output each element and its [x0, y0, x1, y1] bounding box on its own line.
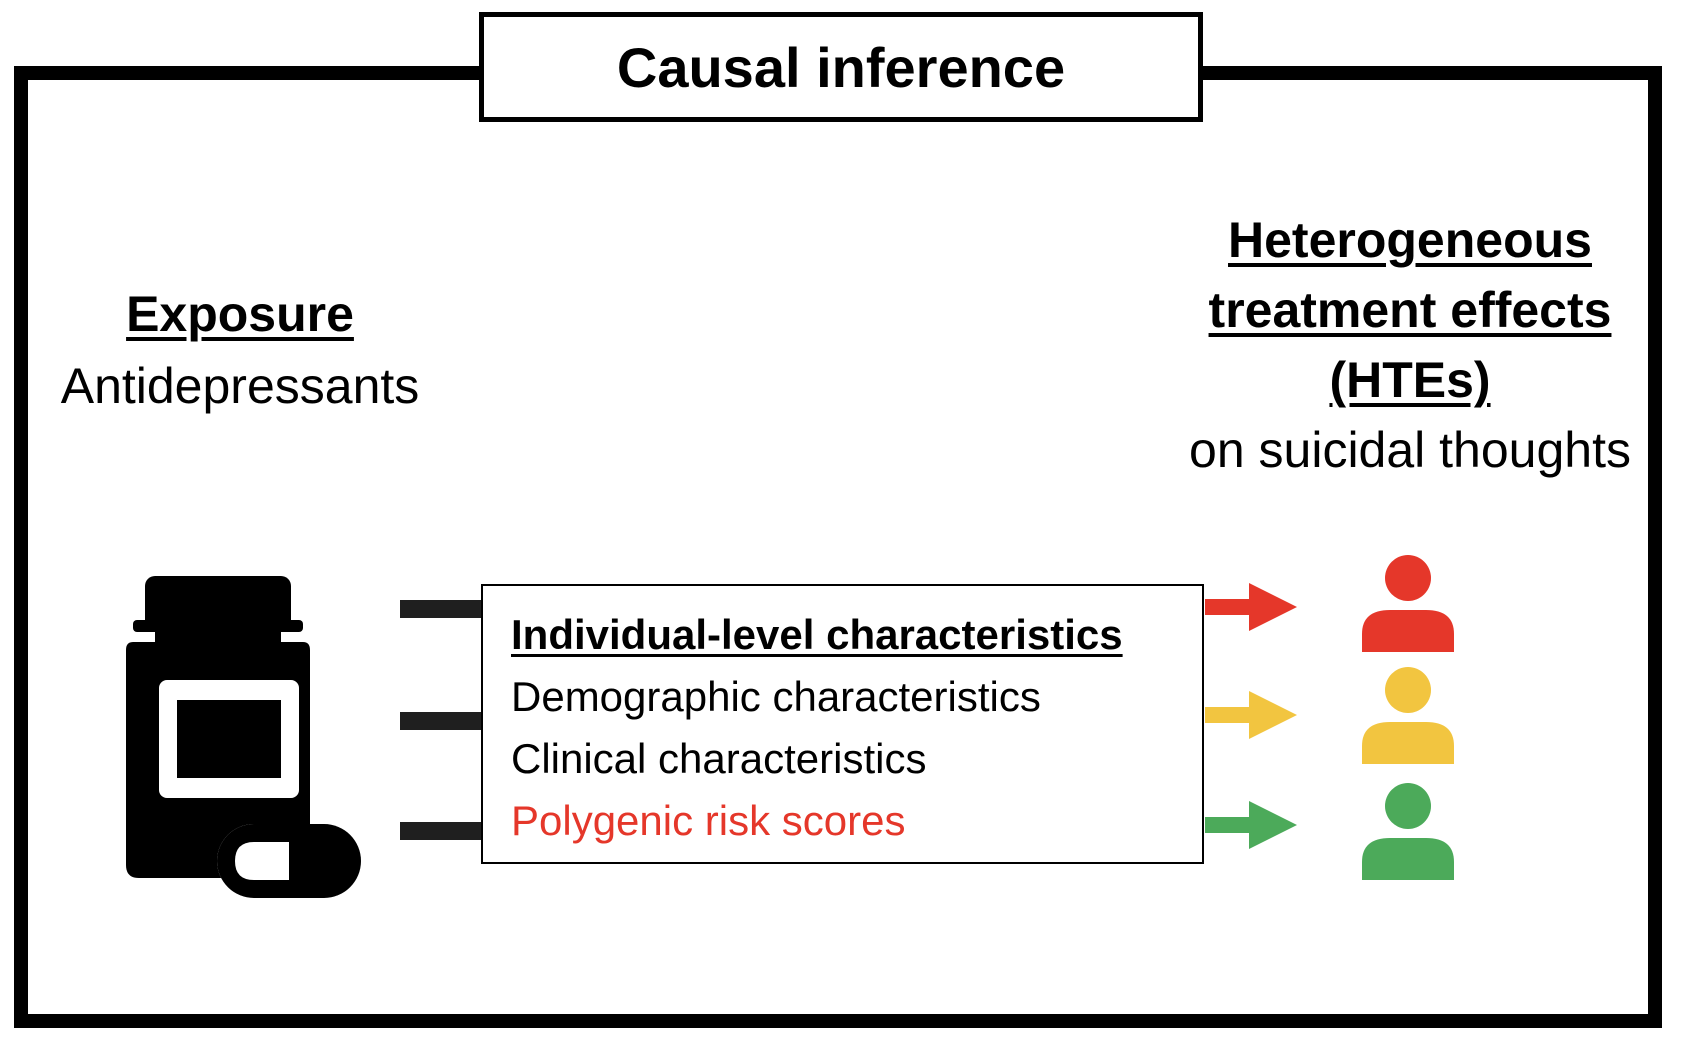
connector-line-1: [400, 600, 484, 618]
characteristics-heading: Individual-level characteristics: [511, 611, 1123, 658]
medicine-bottle-icon: [126, 576, 361, 898]
connector-line-3: [400, 822, 484, 840]
outcome-block: Heterogeneous treatment effects (HTEs) o…: [1150, 205, 1670, 485]
diagram-title: Causal inference: [616, 35, 1066, 99]
diagram-frame: [14, 66, 1662, 1028]
title-box: Causal inference: [479, 12, 1203, 122]
exposure-subtitle: Antidepressants: [60, 358, 420, 414]
connector-line-2: [400, 712, 484, 730]
outcome-subtitle: on suicidal thoughts: [1189, 422, 1631, 478]
arrow-red: [1205, 583, 1297, 631]
person-icon-red: [1362, 555, 1454, 652]
capsule-icon: [217, 824, 361, 898]
characteristic-item-demographic: Demographic characteristics: [511, 673, 1041, 720]
person-icon-yellow: [1362, 667, 1454, 764]
outcome-heading-line-2: treatment effects: [1208, 282, 1612, 338]
arrow-yellow: [1205, 691, 1297, 739]
connector-lines: [400, 600, 484, 840]
effect-arrows: [1205, 583, 1297, 849]
exposure-block: Exposure Antidepressants: [30, 278, 450, 422]
outcome-heading-line-3: (HTEs): [1329, 352, 1491, 408]
characteristic-item-clinical: Clinical characteristics: [511, 735, 927, 782]
arrow-green: [1205, 801, 1297, 849]
characteristic-item-polygenic: Polygenic risk scores: [511, 797, 906, 844]
exposure-heading: Exposure: [126, 286, 354, 342]
person-icon-green: [1362, 783, 1454, 880]
outcome-heading-line-1: Heterogeneous: [1228, 212, 1592, 268]
characteristics-box: Individual-level characteristics Demogra…: [481, 584, 1204, 864]
